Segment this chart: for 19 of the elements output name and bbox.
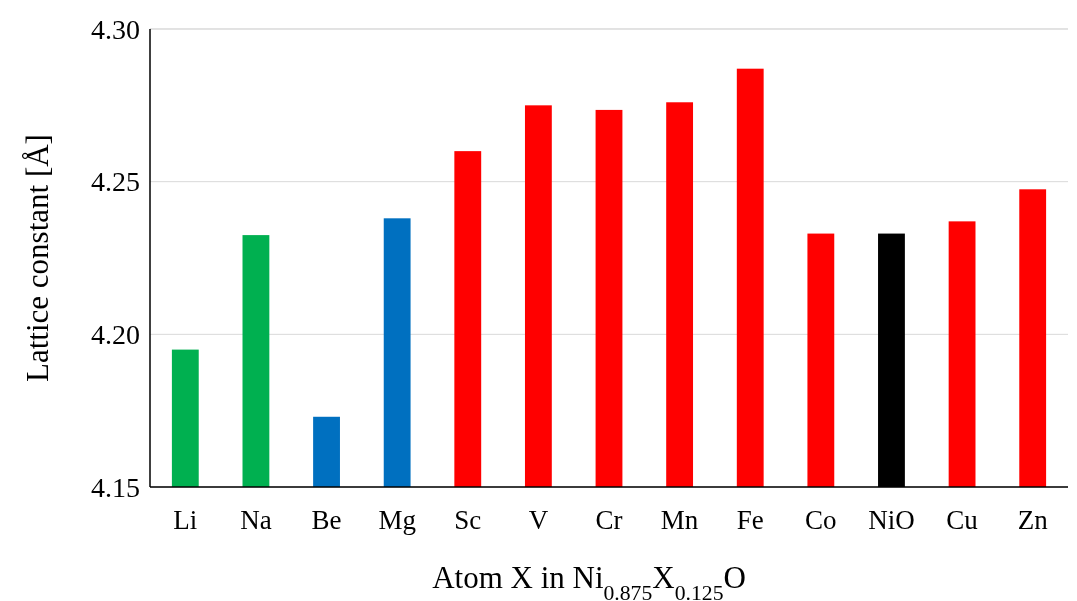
y-tick-label: 4.20 [91,319,140,351]
x-tick-label: Mn [660,505,699,535]
x-tick-label: Cr [595,505,623,535]
x-tick-label: Cu [946,505,979,535]
x-tick-label: NiO [868,505,915,535]
x-tick-label: Li [173,505,198,535]
y-axis-title: Lattice constant [Å] [20,134,55,382]
x-axis-title: Atom X in Ni$_{0.875}$X$_{0.125}$O [432,560,746,601]
x-tick-label: Co [805,505,837,535]
x-tick-label: Sc [454,505,482,535]
x-tick-label: Zn [1017,505,1049,535]
y-tick-label: 4.25 [91,166,140,198]
x-tick-label: Na [240,505,272,535]
x-tick-label: Be [311,505,342,535]
y-tick-label: 4.30 [91,13,140,45]
x-tick-label: Fe [736,505,764,535]
x-tick-label: Mg [378,505,416,535]
x-tick-label: V [528,505,549,535]
y-tick-label: 4.15 [91,471,140,503]
